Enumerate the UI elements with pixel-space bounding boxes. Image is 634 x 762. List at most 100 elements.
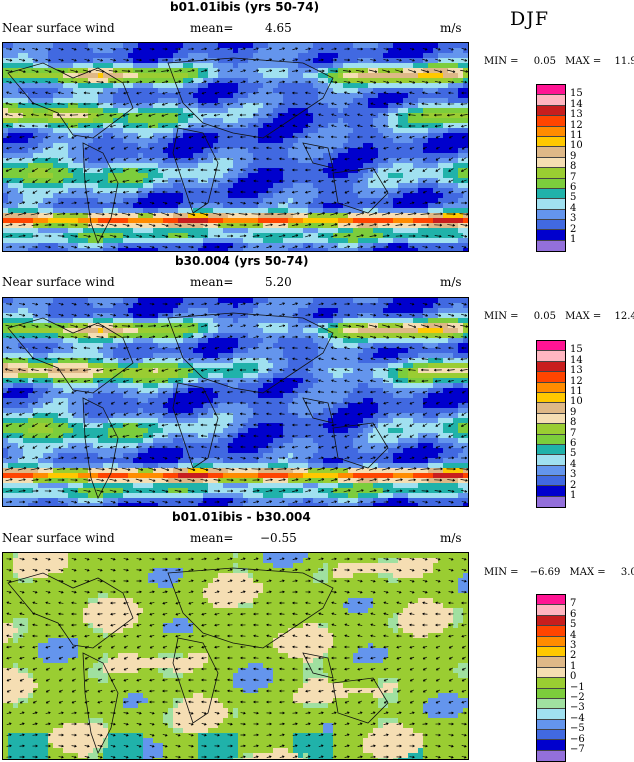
panel-2-colorbar (536, 340, 566, 508)
colorbar-swatch (537, 210, 565, 220)
colorbar-swatch (537, 179, 565, 189)
colorbar-label: 9 (570, 151, 576, 162)
colorbar-swatch (537, 414, 565, 424)
colorbar-swatch (537, 740, 565, 750)
colorbar-label: 12 (570, 120, 583, 131)
panel-3-mean-label: mean= (190, 531, 233, 545)
colorbar-swatch (537, 730, 565, 740)
panel-1-colorbar (536, 84, 566, 252)
panel-3-map (2, 552, 469, 760)
colorbar-swatch (537, 137, 565, 147)
colorbar-swatch (537, 605, 565, 615)
colorbar-swatch (537, 720, 565, 730)
panel-1-wind-field (3, 43, 468, 251)
panel-1-mean-value: 4.65 (265, 21, 292, 35)
colorbar-swatch (537, 230, 565, 240)
colorbar-label: 10 (570, 396, 583, 407)
panel-2-mean-label: mean= (190, 275, 233, 289)
panel-2-max-value: 12.47 (614, 311, 634, 322)
colorbar-label: 6 (570, 609, 576, 620)
colorbar-swatch (537, 199, 565, 209)
colorbar-label: 0 (570, 671, 576, 682)
colorbar-label: 8 (570, 161, 576, 172)
colorbar-label: −1 (570, 682, 585, 693)
colorbar-swatch (537, 678, 565, 688)
colorbar-swatch (537, 637, 565, 647)
panel-3-mean-value: −0.55 (260, 531, 297, 545)
colorbar-swatch (537, 445, 565, 455)
colorbar-label: 8 (570, 417, 576, 428)
colorbar-swatch (537, 466, 565, 476)
colorbar-swatch (537, 455, 565, 465)
colorbar-label: −2 (570, 692, 585, 703)
colorbar-label: 6 (570, 438, 576, 449)
panel-3-variable: Near surface wind (2, 531, 115, 545)
colorbar-swatch (537, 220, 565, 230)
colorbar-swatch (537, 668, 565, 678)
colorbar-label: 3 (570, 469, 576, 480)
colorbar-label: 1 (570, 234, 576, 245)
colorbar-label: −4 (570, 713, 585, 724)
colorbar-swatch (537, 116, 565, 126)
panel-1-max-value: 11.98 (614, 56, 634, 67)
colorbar-label: 11 (570, 130, 583, 141)
colorbar-swatch (537, 127, 565, 137)
colorbar-swatch (537, 424, 565, 434)
panel-2-variable: Near surface wind (2, 275, 115, 289)
colorbar-label: 2 (570, 650, 576, 661)
colorbar-swatch (537, 595, 565, 605)
panel-2-map (2, 297, 469, 507)
colorbar-swatch (537, 689, 565, 699)
panel-2-units: m/s (440, 275, 462, 289)
panel-2-max-label: MAX = (565, 311, 601, 322)
colorbar-label: 2 (570, 224, 576, 235)
colorbar-swatch (537, 351, 565, 361)
panel-1-units: m/s (440, 21, 462, 35)
panel-1-variable: Near surface wind (2, 21, 115, 35)
colorbar-swatch (537, 372, 565, 382)
panel-3-max-label: MAX = (570, 567, 606, 578)
colorbar-label: 14 (570, 355, 583, 366)
panel-2-min-value: 0.05 (534, 311, 556, 322)
season-label: DJF (510, 8, 549, 30)
colorbar-label: −6 (570, 734, 585, 745)
colorbar-label: 4 (570, 203, 576, 214)
colorbar-swatch (537, 168, 565, 178)
panel-2-mean-value: 5.20 (265, 275, 292, 289)
colorbar-label: 7 (570, 598, 576, 609)
colorbar-label: 3 (570, 640, 576, 651)
panel-2-min-label: MIN = (484, 311, 519, 322)
colorbar-swatch (537, 657, 565, 667)
colorbar-swatch (537, 699, 565, 709)
colorbar-label: 1 (570, 661, 576, 672)
panel-1-mean-label: mean= (190, 21, 233, 35)
colorbar-swatch (537, 341, 565, 351)
colorbar-label: 11 (570, 386, 583, 397)
colorbar-label: 2 (570, 480, 576, 491)
colorbar-label: 14 (570, 99, 583, 110)
colorbar-swatch (537, 486, 565, 496)
colorbar-label: 12 (570, 376, 583, 387)
colorbar-swatch (537, 647, 565, 657)
colorbar-label: −7 (570, 744, 585, 755)
colorbar-label: 5 (570, 192, 576, 203)
colorbar-label: 5 (570, 448, 576, 459)
colorbar-label: 1 (570, 490, 576, 501)
panel-2-title: b30.004 (yrs 50-74) (175, 254, 308, 268)
colorbar-label: 7 (570, 428, 576, 439)
panel-1-map (2, 42, 469, 252)
colorbar-swatch (537, 497, 565, 507)
colorbar-swatch (537, 147, 565, 157)
panel-3-min-label: MIN = (484, 567, 519, 578)
colorbar-swatch (537, 476, 565, 486)
panel-3-colorbar (536, 594, 566, 762)
panel-1-title: b01.01ibis (yrs 50-74) (170, 0, 319, 14)
colorbar-label: 4 (570, 459, 576, 470)
colorbar-label: −5 (570, 723, 585, 734)
colorbar-swatch (537, 383, 565, 393)
colorbar-swatch (537, 189, 565, 199)
colorbar-swatch (537, 158, 565, 168)
colorbar-label: 7 (570, 172, 576, 183)
panel-3-title: b01.01ibis - b30.004 (172, 510, 311, 524)
panel-1-min-label: MIN = (484, 56, 519, 67)
